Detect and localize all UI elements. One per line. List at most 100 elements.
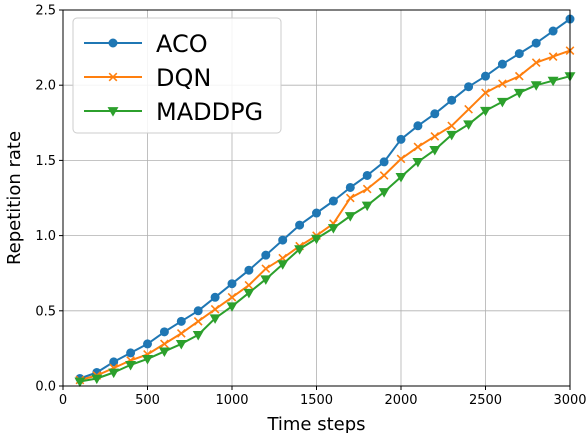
y-tick-label: 1.0	[35, 229, 56, 244]
data-point-maddpg	[361, 201, 373, 212]
data-point-aco	[261, 250, 271, 260]
legend: ACO DQN MADDPG	[72, 17, 282, 134]
x-tick-label: 1500	[300, 393, 333, 408]
data-point-dqn	[498, 79, 507, 89]
data-point-aco	[548, 26, 558, 36]
legend-label-dqn: DQN	[156, 64, 211, 92]
data-point-maddpg	[327, 224, 339, 234]
data-point-maddpg	[74, 377, 86, 388]
data-point-dqn-stroke	[464, 104, 473, 114]
data-point-maddpg	[463, 120, 475, 130]
data-point-aco	[109, 357, 119, 367]
data-point-dqn-stroke	[345, 193, 355, 203]
data-point-maddpg	[412, 158, 424, 168]
data-point-aco	[345, 182, 355, 192]
series-maddpg	[74, 72, 576, 388]
data-point-aco	[396, 134, 406, 144]
data-point-dqn-stroke	[531, 58, 541, 68]
data-point-aco	[244, 265, 254, 275]
data-point-maddpg	[311, 234, 322, 245]
data-point-aco	[278, 235, 288, 245]
data-point-aco	[295, 220, 305, 230]
data-point-maddpg	[192, 330, 204, 341]
data-point-dqn-stroke	[548, 52, 558, 61]
data-point-dqn	[244, 280, 254, 290]
data-point-maddpg	[513, 88, 525, 99]
data-point-aco	[126, 348, 136, 358]
y-axis-title: Repetition rate	[4, 131, 25, 265]
ticks: 0 500 1000 1500 2000 2500 3000 0.0 0.5 1.0 1.5 2.0 2…	[35, 4, 586, 409]
data-point-dqn	[430, 131, 440, 141]
x-tick-label: 0	[59, 393, 67, 408]
legend-entry-dqn: DQN	[84, 64, 211, 92]
data-point-aco	[312, 208, 321, 218]
data-point-dqn	[210, 304, 220, 314]
data-point-aco	[481, 71, 490, 81]
legend-entry-aco: ACO	[84, 30, 208, 58]
data-point-dqn-stroke	[362, 184, 372, 194]
legend-label-maddpg: MADDPG	[156, 98, 263, 126]
legend-marker-dqn	[108, 72, 118, 82]
x-tick-label: 1000	[215, 393, 248, 408]
data-point-dqn	[345, 193, 355, 203]
data-point-dqn-stroke	[160, 339, 169, 349]
data-point-maddpg	[243, 288, 255, 299]
data-point-aco	[497, 59, 507, 69]
x-tick-label: 2000	[384, 393, 417, 408]
data-point-maddpg	[91, 374, 103, 385]
data-point-aco	[514, 49, 524, 59]
data-point-dqn	[464, 104, 473, 114]
data-point-aco	[328, 196, 338, 206]
data-point-maddpg	[175, 339, 187, 350]
data-point-dqn-stroke	[244, 280, 254, 290]
data-point-maddpg	[530, 81, 542, 91]
data-point-dqn-stroke	[396, 154, 406, 164]
data-point-aco	[379, 157, 389, 167]
data-point-aco	[430, 109, 440, 119]
data-point-dqn-stroke	[498, 79, 507, 89]
data-point-dqn-stroke	[413, 142, 423, 152]
data-point-dqn	[481, 88, 490, 98]
data-point-aco	[413, 121, 423, 131]
legend-marker-maddpg	[107, 107, 119, 117]
data-point-aco	[531, 38, 541, 48]
data-point-dqn	[176, 328, 186, 338]
data-point-dqn	[447, 121, 457, 131]
legend-box	[72, 17, 282, 134]
y-tick-label: 0.5	[35, 304, 56, 319]
data-point-dqn-stroke	[447, 121, 457, 131]
series-dqn	[75, 46, 575, 385]
data-point-maddpg	[108, 368, 120, 379]
data-point-maddpg	[344, 212, 356, 222]
data-point-maddpg	[378, 188, 390, 198]
data-point-dqn	[514, 71, 524, 81]
data-point-maddpg	[496, 97, 508, 108]
data-point-dqn	[413, 142, 423, 152]
data-point-aco	[464, 82, 474, 92]
x-tick-label: 500	[135, 393, 160, 408]
data-point-dqn-stroke	[261, 264, 271, 274]
data-point-aco	[159, 327, 169, 337]
data-point-maddpg	[158, 347, 170, 358]
data-point-dqn-stroke	[379, 171, 389, 180]
legend-marker-dqn-stroke	[108, 72, 118, 82]
x-tick-label: 3000	[553, 393, 586, 408]
data-point-dqn	[548, 52, 558, 61]
data-point-dqn	[362, 184, 372, 194]
data-point-aco	[227, 279, 237, 289]
data-point-aco	[143, 339, 152, 349]
data-point-maddpg	[429, 145, 441, 156]
data-point-dqn-stroke	[193, 316, 203, 326]
data-point-maddpg	[209, 314, 221, 324]
data-point-maddpg	[277, 260, 289, 270]
data-point-aco	[193, 306, 203, 316]
data-point-dqn	[227, 292, 237, 302]
data-point-aco	[362, 170, 372, 180]
data-point-maddpg	[260, 275, 272, 285]
series-aco	[75, 14, 575, 383]
x-tick-label: 2500	[469, 393, 502, 408]
y-tick-label: 2.0	[35, 79, 56, 94]
data-point-dqn	[379, 171, 389, 180]
y-tick-label: 2.5	[35, 4, 56, 19]
